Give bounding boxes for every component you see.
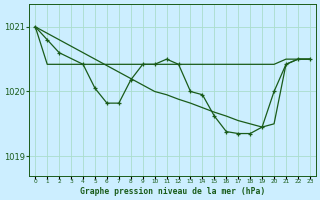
X-axis label: Graphe pression niveau de la mer (hPa): Graphe pression niveau de la mer (hPa) (80, 187, 265, 196)
